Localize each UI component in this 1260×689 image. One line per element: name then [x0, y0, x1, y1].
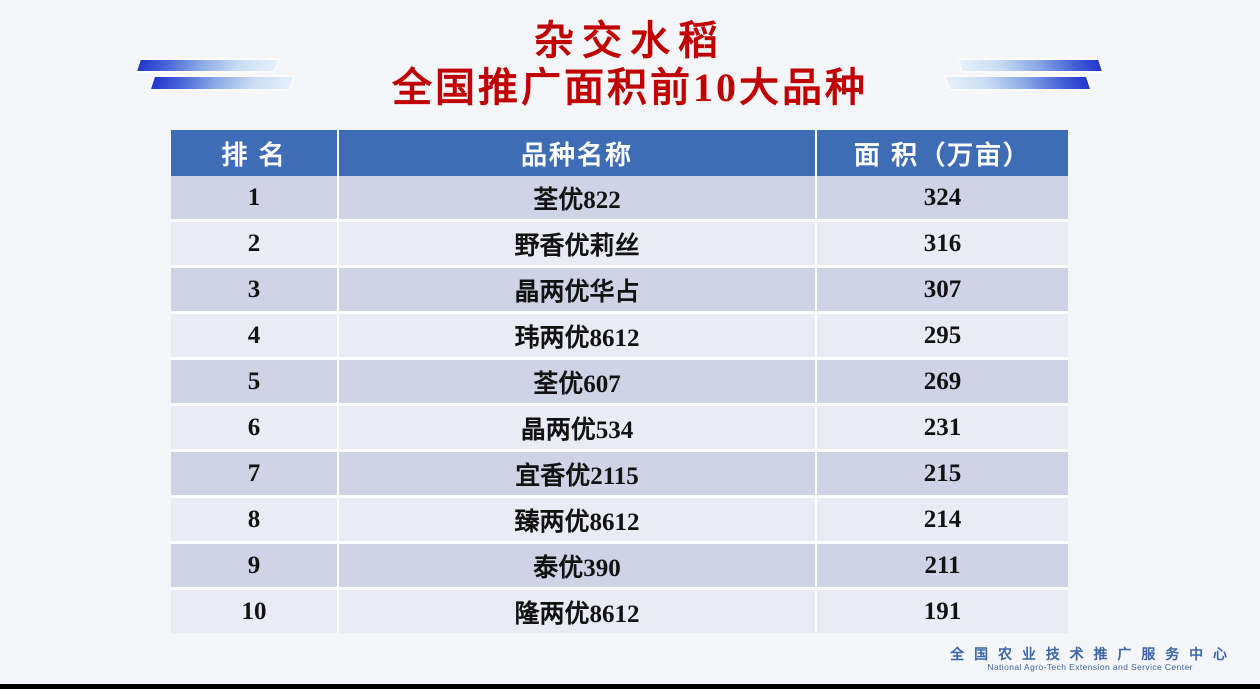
rank-cell: 9: [171, 544, 337, 587]
rank-cell: 6: [171, 406, 337, 449]
variety-name-cell: 隆两优8612: [339, 590, 815, 633]
area-cell: 307: [817, 268, 1068, 311]
area-cell: 324: [817, 176, 1068, 219]
area-cell: 215: [817, 452, 1068, 495]
header-rank: 排 名: [171, 130, 337, 176]
area-cell: 214: [817, 498, 1068, 541]
header-area: 面 积（万亩）: [817, 130, 1068, 176]
area-cell: 191: [817, 590, 1068, 633]
title-line-1: 杂交水稻: [534, 18, 726, 63]
rank-cell: 8: [171, 498, 337, 541]
bottom-bar: [0, 684, 1260, 689]
variety-name-cell: 泰优390: [339, 544, 815, 587]
ranking-table: 排 名 品种名称 面 积（万亩） 1 荃优822 324 2 野香优莉丝 316…: [171, 130, 1068, 633]
variety-name-cell: 晶两优534: [339, 406, 815, 449]
variety-name-cell: 荃优822: [339, 176, 815, 219]
area-cell: 316: [817, 222, 1068, 265]
org-logo: 全 国 农 业 技 术 推 广 服 务 中 心 National Agro-Te…: [950, 647, 1230, 673]
variety-name-cell: 野香优莉丝: [339, 222, 815, 265]
variety-name-cell: 臻两优8612: [339, 498, 815, 541]
rank-cell: 3: [171, 268, 337, 311]
variety-name-cell: 玮两优8612: [339, 314, 815, 357]
title-line-2: 全国推广面积前10大品种: [392, 65, 868, 110]
area-cell: 211: [817, 544, 1068, 587]
rank-cell: 2: [171, 222, 337, 265]
area-cell: 295: [817, 314, 1068, 357]
header-variety: 品种名称: [339, 130, 815, 176]
area-cell: 269: [817, 360, 1068, 403]
variety-name-cell: 宜香优2115: [339, 452, 815, 495]
variety-name-cell: 晶两优华占: [339, 268, 815, 311]
variety-name-cell: 荃优607: [339, 360, 815, 403]
rank-cell: 4: [171, 314, 337, 357]
rank-cell: 10: [171, 590, 337, 633]
area-cell: 231: [817, 406, 1068, 449]
rank-cell: 1: [171, 176, 337, 219]
rank-cell: 7: [171, 452, 337, 495]
slide-title: 杂交水稻 全国推广面积前10大品种: [0, 18, 1260, 112]
rank-cell: 5: [171, 360, 337, 403]
org-name-chinese: 全 国 农 业 技 术 推 广 服 务 中 心: [950, 646, 1230, 662]
org-name-english: National Agro-Tech Extension and Service…: [987, 662, 1193, 672]
